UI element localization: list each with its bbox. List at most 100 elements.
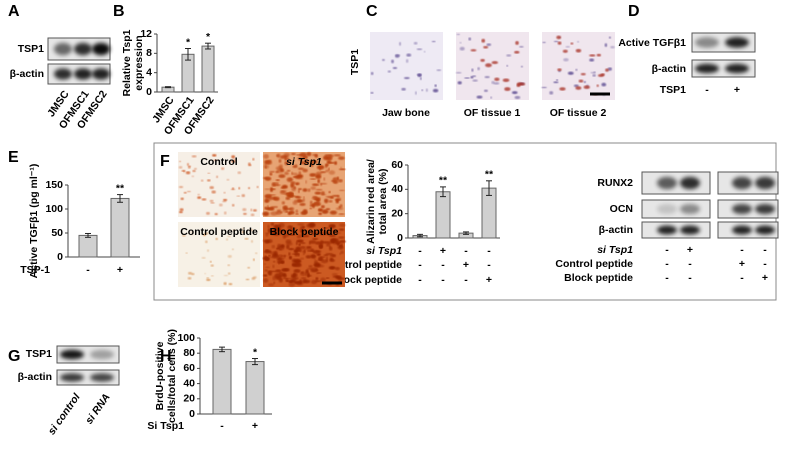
- stain-spot: [311, 197, 319, 200]
- stain-spot: [307, 188, 311, 192]
- stain-spot: [335, 198, 341, 201]
- blot-band: [60, 373, 84, 382]
- blot-band: [755, 203, 775, 215]
- stain-spot: [308, 265, 313, 268]
- stain-spot: [335, 207, 344, 210]
- stain-spot: [339, 189, 345, 192]
- stain-spot: [491, 61, 499, 65]
- condition-label: Block peptide: [564, 272, 633, 284]
- stain-spot: [299, 225, 305, 230]
- condition-mark: +: [486, 274, 492, 286]
- stain-spot: [267, 224, 270, 229]
- y-axis-label: BrdU-positive: [154, 341, 166, 410]
- stain-spot: [178, 166, 183, 169]
- image-caption: Control peptide: [180, 226, 258, 238]
- stain-spot: [309, 240, 317, 244]
- stain-spot: [272, 275, 276, 281]
- stain-spot: [309, 200, 313, 205]
- stain-spot: [192, 169, 196, 172]
- stain-spot: [578, 79, 584, 83]
- marker-label: TSP1: [349, 49, 361, 75]
- stain-spot: [275, 247, 279, 251]
- stain-spot: [431, 40, 436, 43]
- stain-spot: [305, 180, 307, 184]
- stain-spot: [328, 234, 336, 238]
- stain-spot: [328, 170, 336, 175]
- stain-spot: [278, 158, 282, 163]
- stain-spot: [295, 213, 299, 215]
- stain-spot: [504, 87, 511, 92]
- stain-spot: [304, 248, 313, 251]
- stain-spot: [590, 71, 596, 74]
- stain-spot: [338, 236, 345, 239]
- stain-spot: [292, 200, 298, 205]
- stain-spot: [493, 82, 500, 85]
- condition-mark: -: [665, 272, 669, 284]
- stain-spot: [320, 171, 326, 174]
- panel-label: F: [160, 153, 170, 170]
- stain-spot: [456, 33, 460, 36]
- y-tick-label: 0: [189, 408, 195, 420]
- blot-band: [680, 176, 700, 190]
- stain-spot: [293, 186, 296, 190]
- stain-spot: [223, 198, 228, 202]
- stain-spot: [263, 154, 269, 159]
- blot-row-label: TSP1: [26, 348, 52, 360]
- stain-spot: [511, 91, 518, 95]
- stain-spot: [338, 213, 345, 215]
- stain-spot: [272, 264, 275, 269]
- significance-label: *: [253, 346, 258, 358]
- stain-spot: [185, 171, 191, 175]
- stain-spot: [276, 209, 282, 213]
- stain-spot: [316, 272, 319, 275]
- stain-spot: [312, 231, 318, 236]
- stain-spot: [483, 46, 489, 49]
- stain-spot: [575, 86, 582, 90]
- y-tick-label: 40: [391, 183, 403, 195]
- y-axis-label: expression: [133, 35, 145, 90]
- y-tick-label: 80: [183, 347, 195, 359]
- stain-spot: [179, 208, 184, 212]
- stain-spot: [323, 177, 326, 181]
- image-caption: Control: [200, 156, 237, 168]
- stain-spot: [471, 68, 474, 72]
- blot-band: [54, 68, 72, 80]
- stain-spot: [480, 58, 485, 62]
- stain-spot: [381, 58, 385, 62]
- blot-band: [695, 37, 719, 48]
- y-tick-label: 0: [397, 232, 403, 244]
- stain-spot: [256, 185, 259, 189]
- bar: [435, 191, 451, 239]
- stain-spot: [315, 188, 323, 191]
- stain-spot: [502, 78, 510, 83]
- stain-spot: [186, 163, 190, 166]
- stain-spot: [565, 46, 570, 48]
- stain-spot: [306, 246, 312, 249]
- stain-spot: [183, 192, 187, 194]
- significance-label: *: [206, 31, 211, 43]
- stain-spot: [589, 58, 595, 62]
- stain-spot: [563, 58, 569, 62]
- stain-spot: [186, 190, 191, 193]
- stain-spot: [216, 175, 219, 179]
- stain-spot: [334, 161, 338, 165]
- y-tick-label: 4: [146, 66, 152, 78]
- stain-spot: [278, 222, 285, 228]
- stain-spot: [231, 248, 234, 251]
- stain-spot: [485, 63, 492, 68]
- stain-spot: [314, 280, 322, 282]
- stain-spot: [416, 48, 423, 51]
- stain-spot: [476, 95, 483, 99]
- y-tick-label: 150: [45, 179, 63, 191]
- stain-spot: [180, 197, 184, 201]
- blot-row-label: β-actin: [599, 224, 633, 236]
- blot-band: [74, 68, 92, 80]
- stain-spot: [399, 41, 402, 46]
- stain-spot: [247, 267, 251, 269]
- stain-spot: [310, 279, 318, 285]
- stain-spot: [251, 240, 253, 243]
- stain-spot: [553, 81, 559, 84]
- stain-spot: [549, 91, 554, 95]
- stain-spot: [302, 278, 307, 283]
- stain-spot: [339, 240, 346, 243]
